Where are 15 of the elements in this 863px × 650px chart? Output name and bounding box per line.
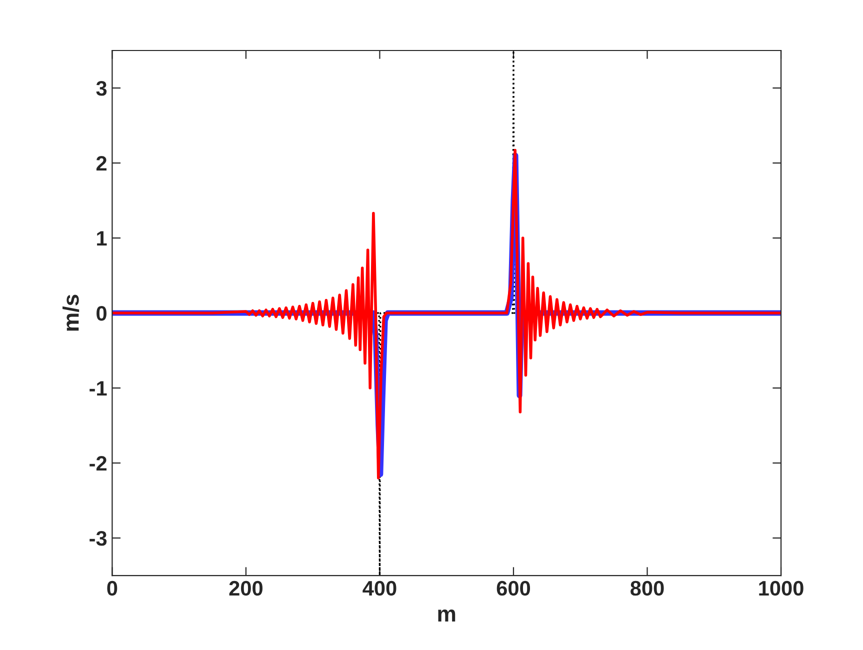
x-axis-title: m (438, 609, 456, 622)
y-tick-label: 2 (96, 156, 106, 171)
y-tick-label: -3 (90, 531, 107, 546)
y-tick-label: 1 (97, 231, 107, 246)
x-tick-label: 800 (630, 580, 664, 596)
y-axis-title: m/s (62, 294, 80, 331)
y-tick-label: 0 (96, 306, 106, 321)
x-tick-label: 400 (362, 580, 396, 596)
x-tick-label: 200 (229, 580, 262, 596)
x-tick-label: 0 (107, 580, 118, 596)
y-tick-label: 3 (96, 81, 107, 96)
x-tick-label: 600 (496, 580, 530, 596)
x-tick-label: 1000 (759, 580, 804, 596)
y-tick-label: -1 (90, 381, 107, 396)
y-tick-label: -2 (90, 456, 106, 471)
